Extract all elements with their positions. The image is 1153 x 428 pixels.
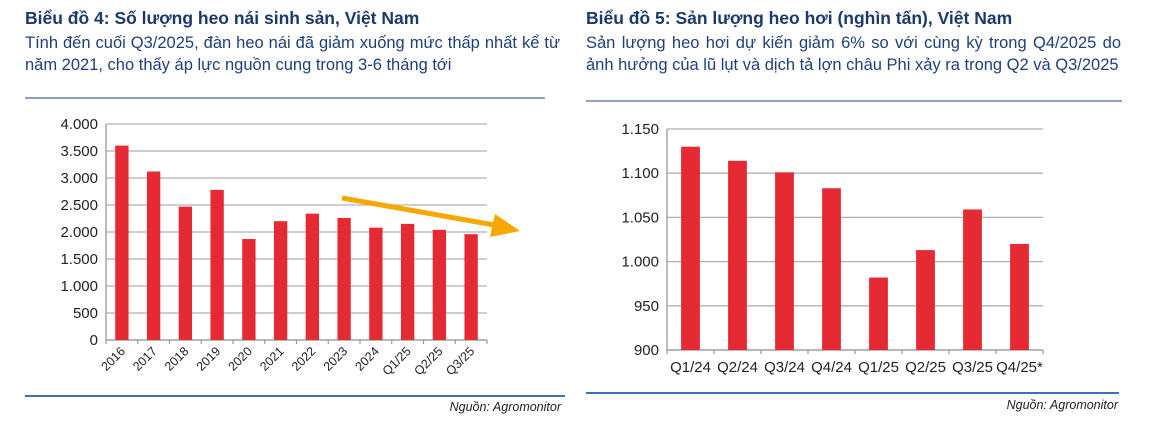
y-tick-label: 900 <box>634 342 659 359</box>
header-divider <box>586 100 1122 102</box>
y-tick-label: 1.100 <box>621 165 659 182</box>
bar <box>963 209 982 350</box>
bar <box>210 189 224 340</box>
footer-divider <box>586 392 1119 394</box>
x-tick-label: Q3/24 <box>764 359 805 376</box>
x-tick-label: Q1/25 <box>858 359 899 376</box>
y-tick-label: 1.000 <box>621 254 659 271</box>
y-tick-label: 1.000 <box>60 278 98 295</box>
bar <box>916 250 935 350</box>
chart-subtitle: Sản lượng heo hơi dự kiến giảm 6% so với… <box>586 34 1121 74</box>
trend-arrow-shaft <box>341 195 501 229</box>
y-tick-label: 1.050 <box>621 209 659 226</box>
chart-title: Biểu đồ 5: Sản lượng heo hơi (nghìn tấn)… <box>586 8 1013 28</box>
bar <box>337 217 351 340</box>
header-divider <box>25 97 545 99</box>
footer-divider <box>25 395 565 397</box>
bar <box>775 172 794 350</box>
trend-arrow-head <box>490 214 520 237</box>
bar <box>115 145 129 340</box>
bar <box>305 213 320 340</box>
bar <box>728 160 747 350</box>
y-tick-label: 4.000 <box>60 116 98 133</box>
bar <box>146 171 161 340</box>
y-tick-label: 1.500 <box>60 251 98 268</box>
x-tick-label: Q2/24 <box>717 359 758 376</box>
bar <box>242 239 256 340</box>
bar <box>273 221 288 340</box>
bar <box>400 223 415 340</box>
x-tick-label: Q3/25 <box>952 359 993 376</box>
bar <box>369 227 383 340</box>
y-tick-label: 950 <box>634 298 659 315</box>
bar <box>869 277 888 350</box>
source-note: Nguồn: Agromonitor <box>449 400 561 414</box>
chart-subtitle: Tính đến cuối Q3/2025, đàn heo nái đã gi… <box>25 34 560 74</box>
bar <box>822 188 841 350</box>
y-tick-label: 2.000 <box>60 224 98 241</box>
bar <box>432 229 447 340</box>
x-tick-label: Q4/25* <box>996 359 1043 376</box>
source-note: Nguồn: Agromonitor <box>1006 398 1118 412</box>
y-tick-label: 3.500 <box>60 143 98 160</box>
y-tick-label: 3.000 <box>60 170 98 187</box>
y-tick-label: 0 <box>90 332 98 349</box>
x-tick-label: Q4/24 <box>811 359 852 376</box>
bar <box>464 234 478 340</box>
x-tick-label: Q2/25 <box>905 359 946 376</box>
bar <box>1010 243 1029 350</box>
y-tick-label: 2.500 <box>60 197 98 214</box>
bar <box>178 206 193 340</box>
bar <box>681 146 700 350</box>
x-tick-label: Q1/24 <box>670 359 711 376</box>
chart-title: Biểu đồ 4: Số lượng heo nái sinh sản, Vi… <box>25 8 420 28</box>
y-tick-label: 500 <box>73 305 98 322</box>
y-tick-label: 1.150 <box>621 121 659 138</box>
